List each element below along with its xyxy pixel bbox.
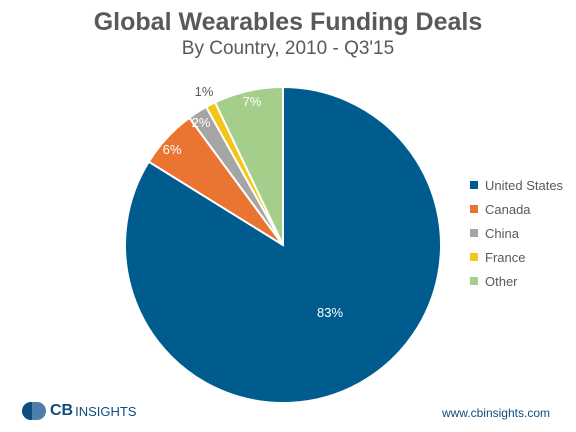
logo-cb-text: CB [50, 402, 74, 419]
legend-swatch [470, 229, 478, 237]
legend-swatch [470, 253, 478, 261]
footer-url: www.cbinsights.com [441, 406, 550, 420]
legend-label: France [485, 249, 526, 265]
legend-label: Other [485, 273, 518, 289]
legend-item: France [470, 245, 563, 269]
data-label: 7% [243, 94, 262, 109]
legend-label: Canada [485, 201, 531, 217]
data-label: 1% [195, 84, 214, 99]
legend-swatch [470, 277, 478, 285]
legend-label: China [485, 225, 519, 241]
data-label: 83% [317, 305, 343, 320]
cbinsights-logo: CB INSIGHTS [22, 402, 137, 420]
legend-swatch [470, 205, 478, 213]
pie-slice-other [213, 85, 284, 246]
legend-swatch [470, 181, 478, 189]
chart-subtitle: By Country, 2010 - Q3'15 [181, 38, 395, 59]
logo-insights-text: INSIGHTS [75, 403, 137, 419]
chart-title: Global Wearables Funding Deals [93, 8, 483, 36]
legend-item: United States [470, 173, 563, 197]
legend-item: Other [470, 269, 563, 293]
legend-label: United States [485, 177, 564, 193]
data-label: 2% [192, 115, 211, 130]
legend-item: China [470, 221, 563, 245]
cb-logo-icon [22, 402, 46, 420]
legend-item: Canada [470, 197, 563, 221]
data-label: 6% [163, 142, 182, 157]
chart-legend: United States Canada China France Other [470, 173, 563, 293]
